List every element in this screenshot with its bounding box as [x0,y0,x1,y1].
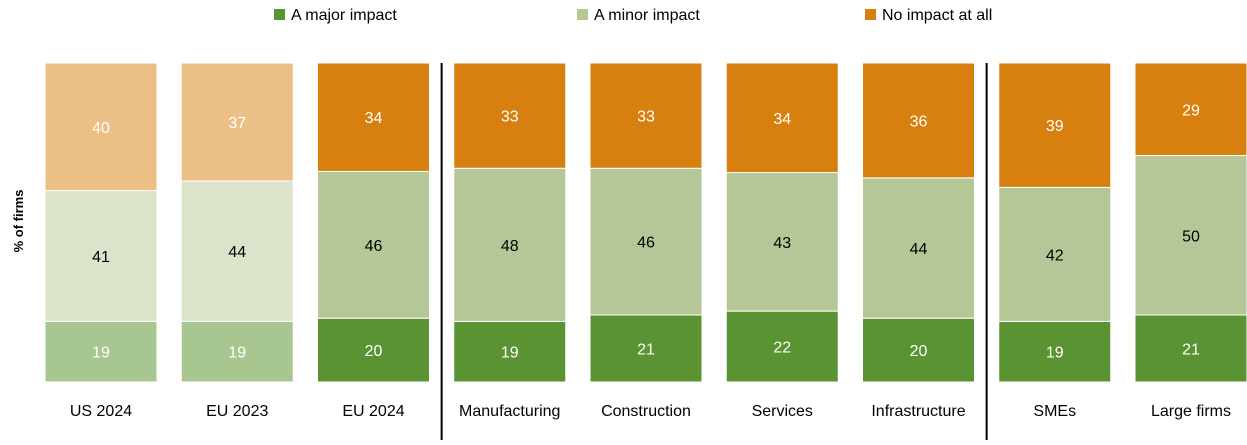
data-label-smes-a-minor-impact: 42 [1046,247,1064,264]
data-label-eu-2023-a-major-impact: 19 [228,345,246,362]
bar-us-2024-a-major-impact [44,320,158,383]
data-label-construction-a-minor-impact: 46 [637,235,655,252]
x-tick-label-manufacturing: Manufacturing [459,403,560,420]
data-label-services-no-impact-at-all: 34 [773,111,791,128]
legend: A major impact A minor impact No impact at… [274,7,992,24]
data-label-services-a-minor-impact: 43 [773,235,791,252]
data-label-us-2024-a-minor-impact: 41 [92,249,110,266]
data-label-infrastructure-a-major-impact: 20 [910,343,928,360]
bar-eu-2023-a-minor-impact [180,180,294,322]
bar-us-2024-no-impact-at-all [44,62,158,192]
legend-label-no-impact-at-all: No impact at all [882,7,992,24]
bar-smes-a-minor-impact [998,186,1112,322]
bar-construction-a-major-impact [589,314,703,383]
bar-eu-2024-no-impact-at-all [317,62,430,172]
data-label-large-firms-no-impact-at-all: 29 [1182,102,1200,119]
data-label-infrastructure-a-minor-impact: 44 [910,241,928,258]
legend-label-a-major-impact: A major impact [291,7,397,24]
data-label-smes-no-impact-at-all: 39 [1046,118,1064,135]
data-label-large-firms-a-minor-impact: 50 [1182,228,1200,245]
data-label-smes-a-major-impact: 19 [1046,345,1064,362]
data-label-eu-2023-a-minor-impact: 44 [228,244,246,261]
bar-infrastructure-a-minor-impact [862,177,975,319]
bar-services-a-major-impact [725,310,839,383]
bar-large-firms-a-major-impact [1134,314,1247,383]
x-tick-label-services: Services [752,403,813,420]
data-label-eu-2023-no-impact-at-all: 37 [228,115,246,132]
bar-construction-no-impact-at-all [589,62,703,169]
data-label-eu-2024-no-impact-at-all: 34 [365,110,383,127]
data-label-manufacturing-a-major-impact: 19 [501,345,519,362]
legend-label-a-minor-impact: A minor impact [594,7,700,24]
data-label-us-2024-no-impact-at-all: 40 [92,120,110,137]
data-label-large-firms-a-major-impact: 21 [1182,342,1200,359]
x-tick-label-us-2024: US 2024 [70,403,132,420]
legend-swatch-no-impact-at-all [865,9,876,20]
data-label-manufacturing-a-minor-impact: 48 [501,238,519,255]
group-separators [440,63,988,440]
bar-large-firms-no-impact-at-all [1134,62,1247,157]
data-label-us-2024-a-major-impact: 19 [92,345,110,362]
bar-eu-2023-no-impact-at-all [180,62,294,182]
bar-smes-no-impact-at-all [998,62,1112,188]
bar-infrastructure-a-major-impact [862,317,975,383]
x-tick-label-eu-2023: EU 2023 [206,403,268,420]
bar-services-no-impact-at-all [725,62,839,174]
bar-manufacturing-a-minor-impact [453,167,567,322]
bar-services-a-minor-impact [725,172,839,312]
bar-large-firms-a-minor-impact [1134,155,1247,316]
data-label-eu-2024-a-major-impact: 20 [365,343,383,360]
bar-eu-2024-a-major-impact [317,317,430,383]
bar-eu-2024-a-minor-impact [317,170,430,319]
data-label-construction-no-impact-at-all: 33 [637,109,655,126]
data-label-services-a-major-impact: 22 [773,340,791,357]
data-label-manufacturing-no-impact-at-all: 33 [501,109,519,126]
legend-swatch-a-major-impact [274,9,285,20]
x-tick-label-construction: Construction [601,403,691,420]
data-label-infrastructure-no-impact-at-all: 36 [910,113,928,130]
data-label-construction-a-major-impact: 21 [637,342,655,359]
bar-manufacturing-no-impact-at-all [453,62,567,169]
y-axis-label: % of firms [11,190,26,253]
x-tick-label-large-firms: Large firms [1151,403,1231,420]
bar-infrastructure-no-impact-at-all [862,62,975,179]
x-axis-tick-labels: US 2024 EU 2023 EU 2024 Manufacturing Constr… [70,403,1231,420]
bar-us-2024-a-minor-impact [44,190,158,322]
legend-swatch-a-minor-impact [577,9,588,20]
x-tick-label-eu-2024: EU 2024 [342,403,404,420]
x-tick-label-infrastructure: Infrastructure [871,403,965,420]
x-tick-label-smes: SMEs [1033,403,1076,420]
data-label-eu-2024-a-minor-impact: 46 [365,238,383,255]
bars: 19 41 40 19 44 37 20 46 34 19 48 33 21 46 33 22 43 34 20 44… [44,62,1247,383]
bar-manufacturing-a-major-impact [453,320,567,383]
bar-eu-2023-a-major-impact [180,320,294,383]
